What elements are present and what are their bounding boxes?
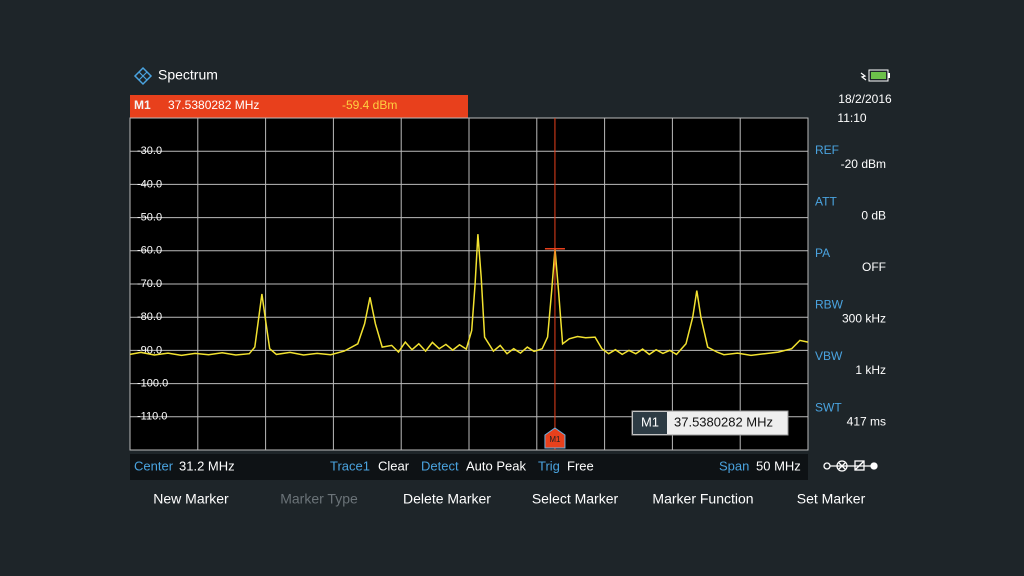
sweep-icon [823, 460, 878, 472]
y-tick-label: -80.0 [137, 311, 162, 323]
status-label: Span [719, 458, 749, 473]
app-icon [133, 66, 153, 86]
setting-label: RBW [815, 298, 844, 312]
setting-label: REF [815, 143, 839, 157]
marker-header [130, 95, 468, 118]
y-tick-label: -50.0 [137, 212, 162, 224]
status-label: Center [134, 458, 174, 473]
setting-label: ATT [815, 195, 837, 209]
status-value: 50 MHz [756, 458, 801, 473]
softkey[interactable]: Delete Marker [403, 491, 491, 507]
softkey: Marker Type [280, 491, 358, 507]
status-label: Trig [538, 458, 560, 473]
setting-label: SWT [815, 401, 842, 415]
status-value: Auto Peak [466, 458, 526, 473]
app-title: Spectrum [158, 67, 218, 83]
setting-value: 300 kHz [842, 312, 886, 326]
softkey[interactable]: Select Marker [532, 491, 619, 507]
y-tick-label: -30.0 [137, 145, 162, 157]
marker-header-id: M1 [134, 98, 151, 112]
status-bar [130, 454, 808, 480]
date: 18/2/2016 [838, 92, 892, 106]
marker-box-id-bg [633, 412, 667, 434]
y-tick-label: -70.0 [137, 278, 162, 290]
marker-flag [544, 427, 566, 449]
y-tick-label: -40.0 [137, 178, 162, 190]
setting-label: PA [815, 246, 830, 260]
trace [129, 234, 809, 357]
marker-flag-label: M1 [549, 435, 561, 444]
marker-box-id: M1 [641, 414, 659, 429]
status-value: Free [567, 458, 594, 473]
time: 11:10 [837, 111, 866, 125]
setting-label: VBW [815, 349, 843, 363]
setting-value: 0 dB [861, 209, 886, 223]
marker-header-level: -59.4 dBm [342, 98, 397, 112]
battery-icon [860, 69, 890, 82]
status-label: Trace1 [330, 458, 370, 473]
status-value: 31.2 MHz [179, 458, 235, 473]
softkey[interactable]: Marker Function [652, 491, 753, 507]
marker-header-frequency: 37.5380282 MHz [168, 98, 259, 112]
y-tick-label: -100.0 [137, 378, 168, 390]
softkey[interactable]: New Marker [153, 491, 229, 507]
setting-value: 1 kHz [855, 363, 886, 377]
y-tick-label: -60.0 [137, 245, 162, 257]
marker-box-frequency: 37.5380282 MHz [674, 414, 773, 429]
softkey[interactable]: Set Marker [797, 491, 866, 507]
setting-value: 417 ms [847, 415, 886, 429]
status-value: Clear [378, 458, 410, 473]
y-tick-label: -110.0 [137, 411, 167, 423]
setting-value: OFF [862, 260, 886, 274]
status-label: Detect [421, 458, 459, 473]
setting-value: -20 dBm [841, 157, 886, 171]
